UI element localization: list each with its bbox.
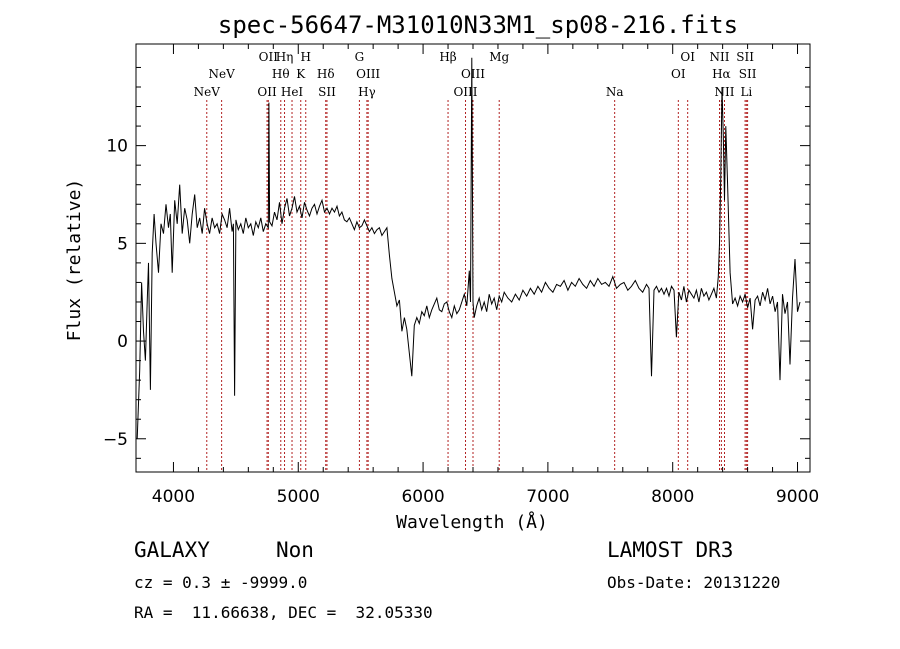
y-tick-label-3: 10 [106, 137, 128, 157]
spectrum-series [136, 57, 801, 439]
object-class: GALAXY [134, 538, 210, 562]
line-label-12: OIII [356, 67, 380, 81]
y-tick-label-1: 0 [117, 332, 128, 352]
line-label-20: OI [680, 50, 695, 64]
obs-date: Obs-Date: 20131220 [607, 573, 781, 592]
line-label-25: SII [739, 67, 757, 81]
line-label-1: NeV [208, 67, 235, 81]
line-label-22: Hα [712, 67, 731, 81]
x-tick-label-5: 9000 [776, 487, 819, 507]
survey-name: LAMOST DR3 [607, 538, 734, 562]
axis-ticks: 4000 5000 6000 7000 8000 9000 −5 0 5 10 [103, 44, 819, 507]
line-label-6: HeI [281, 85, 304, 99]
line-label-15: OIII [453, 85, 477, 99]
spectrum-line [136, 57, 801, 439]
y-tick-label-0: −5 [103, 430, 128, 450]
y-tick-label-2: 5 [117, 234, 128, 254]
line-label-19: OI [671, 67, 686, 81]
line-label-5: Hη [276, 50, 294, 64]
y-axis-label: Flux (relative) [64, 179, 85, 342]
x-tick-label-2: 6000 [401, 487, 444, 507]
redshift-line: cz = 0.3 ± -9999.0 [134, 573, 308, 592]
line-label-0: NeV [194, 85, 221, 99]
line-label-26: Li [740, 85, 752, 99]
x-tick-label-0: 4000 [152, 487, 195, 507]
line-label-14: Hβ [439, 50, 456, 64]
line-label-4: Hθ [272, 67, 290, 81]
line-label-16: OIII [461, 67, 485, 81]
line-label-23: NII [715, 85, 735, 99]
chart-title: spec-56647-M31010N33M1_sp08-216.fits [218, 11, 738, 39]
line-label-17: Mg [489, 50, 509, 64]
coordinates: RA = 11.66638, DEC = 32.05330 [134, 603, 433, 622]
line-label-10: SII [318, 85, 336, 99]
line-label-7: K [296, 67, 306, 81]
x-tick-label-1: 5000 [277, 487, 320, 507]
line-label-8: H [301, 50, 311, 64]
line-label-9: Hδ [317, 67, 335, 81]
line-markers: NeV NeV OII OII Hθ Hη HeI KH Hδ SII G OIII Hγ Hβ OIII O… [194, 50, 757, 472]
line-label-11: G [355, 50, 365, 64]
x-tick-label-3: 7000 [526, 487, 569, 507]
object-subclass: Non [276, 538, 314, 562]
spectrum-chart: spec-56647-M31010N33M1_sp08-216.fits NeV… [64, 11, 819, 533]
line-label-3: OII [259, 50, 279, 64]
line-label-2: OII [257, 85, 277, 99]
line-label-24: SII [736, 50, 754, 64]
line-label-13: Hγ [358, 85, 376, 99]
line-label-18: Na [606, 85, 624, 99]
x-tick-label-4: 8000 [651, 487, 694, 507]
line-label-21: NII [710, 50, 730, 64]
x-axis-label: Wavelength (Å) [396, 511, 548, 533]
